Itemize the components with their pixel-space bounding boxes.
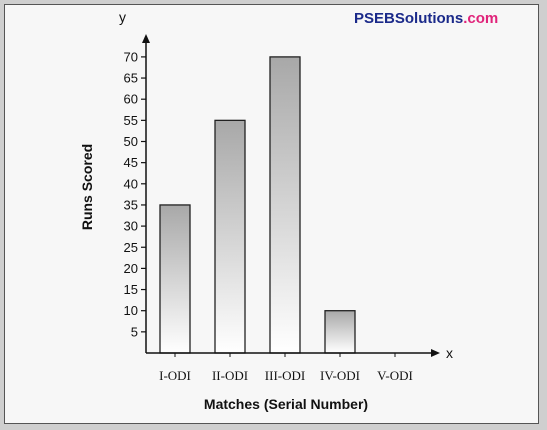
y-tick-label: 65 (124, 71, 138, 86)
x-category-label: V-ODI (377, 368, 413, 383)
y-tick-label: 20 (124, 261, 138, 276)
y-tick-label: 60 (124, 92, 138, 107)
y-tick-label: 70 (124, 49, 138, 64)
y-tick-label: 55 (124, 113, 138, 128)
y-axis-label: Runs Scored (79, 144, 95, 230)
x-category-label: IV-ODI (320, 368, 360, 383)
y-tick-label: 10 (124, 303, 138, 318)
y-tick-label: 25 (124, 240, 138, 255)
bar-iii-odi (269, 56, 301, 354)
bar-iv-odi (324, 310, 356, 354)
y-tick-label: 5 (131, 324, 138, 339)
watermark-part1: PSEB (354, 10, 395, 27)
y-tick-label: 15 (124, 282, 138, 297)
x-category-label: II-ODI (212, 368, 248, 383)
y-tick-label: 30 (124, 219, 138, 234)
bars-group (159, 56, 356, 354)
x-categories-group: I-ODI II-ODI III-ODI IV-ODI V-ODI (159, 353, 413, 383)
y-tick-label: 50 (124, 134, 138, 149)
axes-group (142, 34, 440, 357)
x-axis-arrow-icon (431, 349, 440, 357)
y-axis-letter: y (119, 9, 126, 25)
x-axis-letter: x (446, 345, 453, 361)
y-tick-label: 40 (124, 176, 138, 191)
watermark-part2: Solutions (394, 10, 464, 27)
x-category-label: III-ODI (265, 368, 305, 383)
x-axis-label: Matches (Serial Number) (204, 396, 368, 412)
y-ticks-group: 5 10 15 20 25 30 35 40 45 50 55 60 65 70 (124, 49, 146, 339)
watermark-logo: PSEBSolutions.com (354, 10, 498, 27)
y-tick-label: 45 (124, 155, 138, 170)
y-tick-label: 35 (124, 197, 138, 212)
bar-ii-odi (214, 119, 246, 354)
y-axis-arrow-icon (142, 34, 150, 43)
watermark-part3: .com (463, 10, 499, 27)
x-category-label: I-ODI (159, 368, 191, 383)
bar-i-odi (159, 204, 191, 354)
